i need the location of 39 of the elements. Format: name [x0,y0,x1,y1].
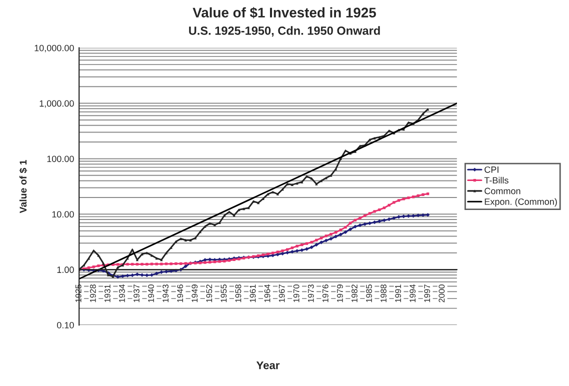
x-tick-label: 1931 [104,284,110,302]
y-tick-label: 100.00 [47,156,74,162]
x-tick-label: 1955 [220,284,227,302]
x-tick-label: 1991 [395,284,402,302]
x-tick-label: 1967 [278,284,285,302]
chart-subtitle: U.S. 1925-1950, Cdn. 1950 Onward [189,26,380,37]
x-tick-label: 1985 [366,284,372,302]
x-tick-label: 1940 [148,284,154,302]
x-tick-label: 1988 [380,284,386,302]
x-tick-label: 1961 [250,284,256,302]
y-tick-label: 1.00 [57,266,74,273]
legend-label: Expon. (Common) [484,198,557,207]
legend-label: Common [484,188,520,194]
x-tick-label: 1958 [235,284,242,302]
x-tick-label: 1979 [336,284,343,302]
y-tick-label: 10.00 [52,211,74,218]
x-tick-label: 1997 [424,284,430,302]
legend-label: T-Bills [484,176,508,184]
x-tick-label: 1982 [352,284,358,302]
x-tick-label: 1964 [264,284,270,302]
legend-label: CPI [484,166,498,173]
x-tick-label: 1994 [410,284,416,302]
x-tick-label: 1943 [162,284,169,302]
x-tick-label: 1949 [192,284,198,302]
y-axis-title: Value of $ 1 [19,160,28,214]
y-tick-label: 0.10 [57,322,74,328]
y-tick-label: 10,000.00 [34,44,74,52]
x-tick-label: 1976 [322,284,328,302]
x-tick-label: 1952 [206,284,212,302]
chart-title: Value of $1 Invested in 1925 [192,7,376,18]
x-tick-label: 1970 [293,284,300,302]
y-tick-label: 1,000.00 [40,100,74,108]
x-tick-label: 1973 [308,284,314,302]
x-tick-label: 2000 [438,284,445,302]
x-tick-label: 1928 [90,284,96,302]
x-tick-label: 1937 [134,284,140,302]
x-tick-label: 1946 [177,284,184,302]
x-tick-label: 1934 [119,284,125,302]
x-axis-title: Year [256,361,280,370]
